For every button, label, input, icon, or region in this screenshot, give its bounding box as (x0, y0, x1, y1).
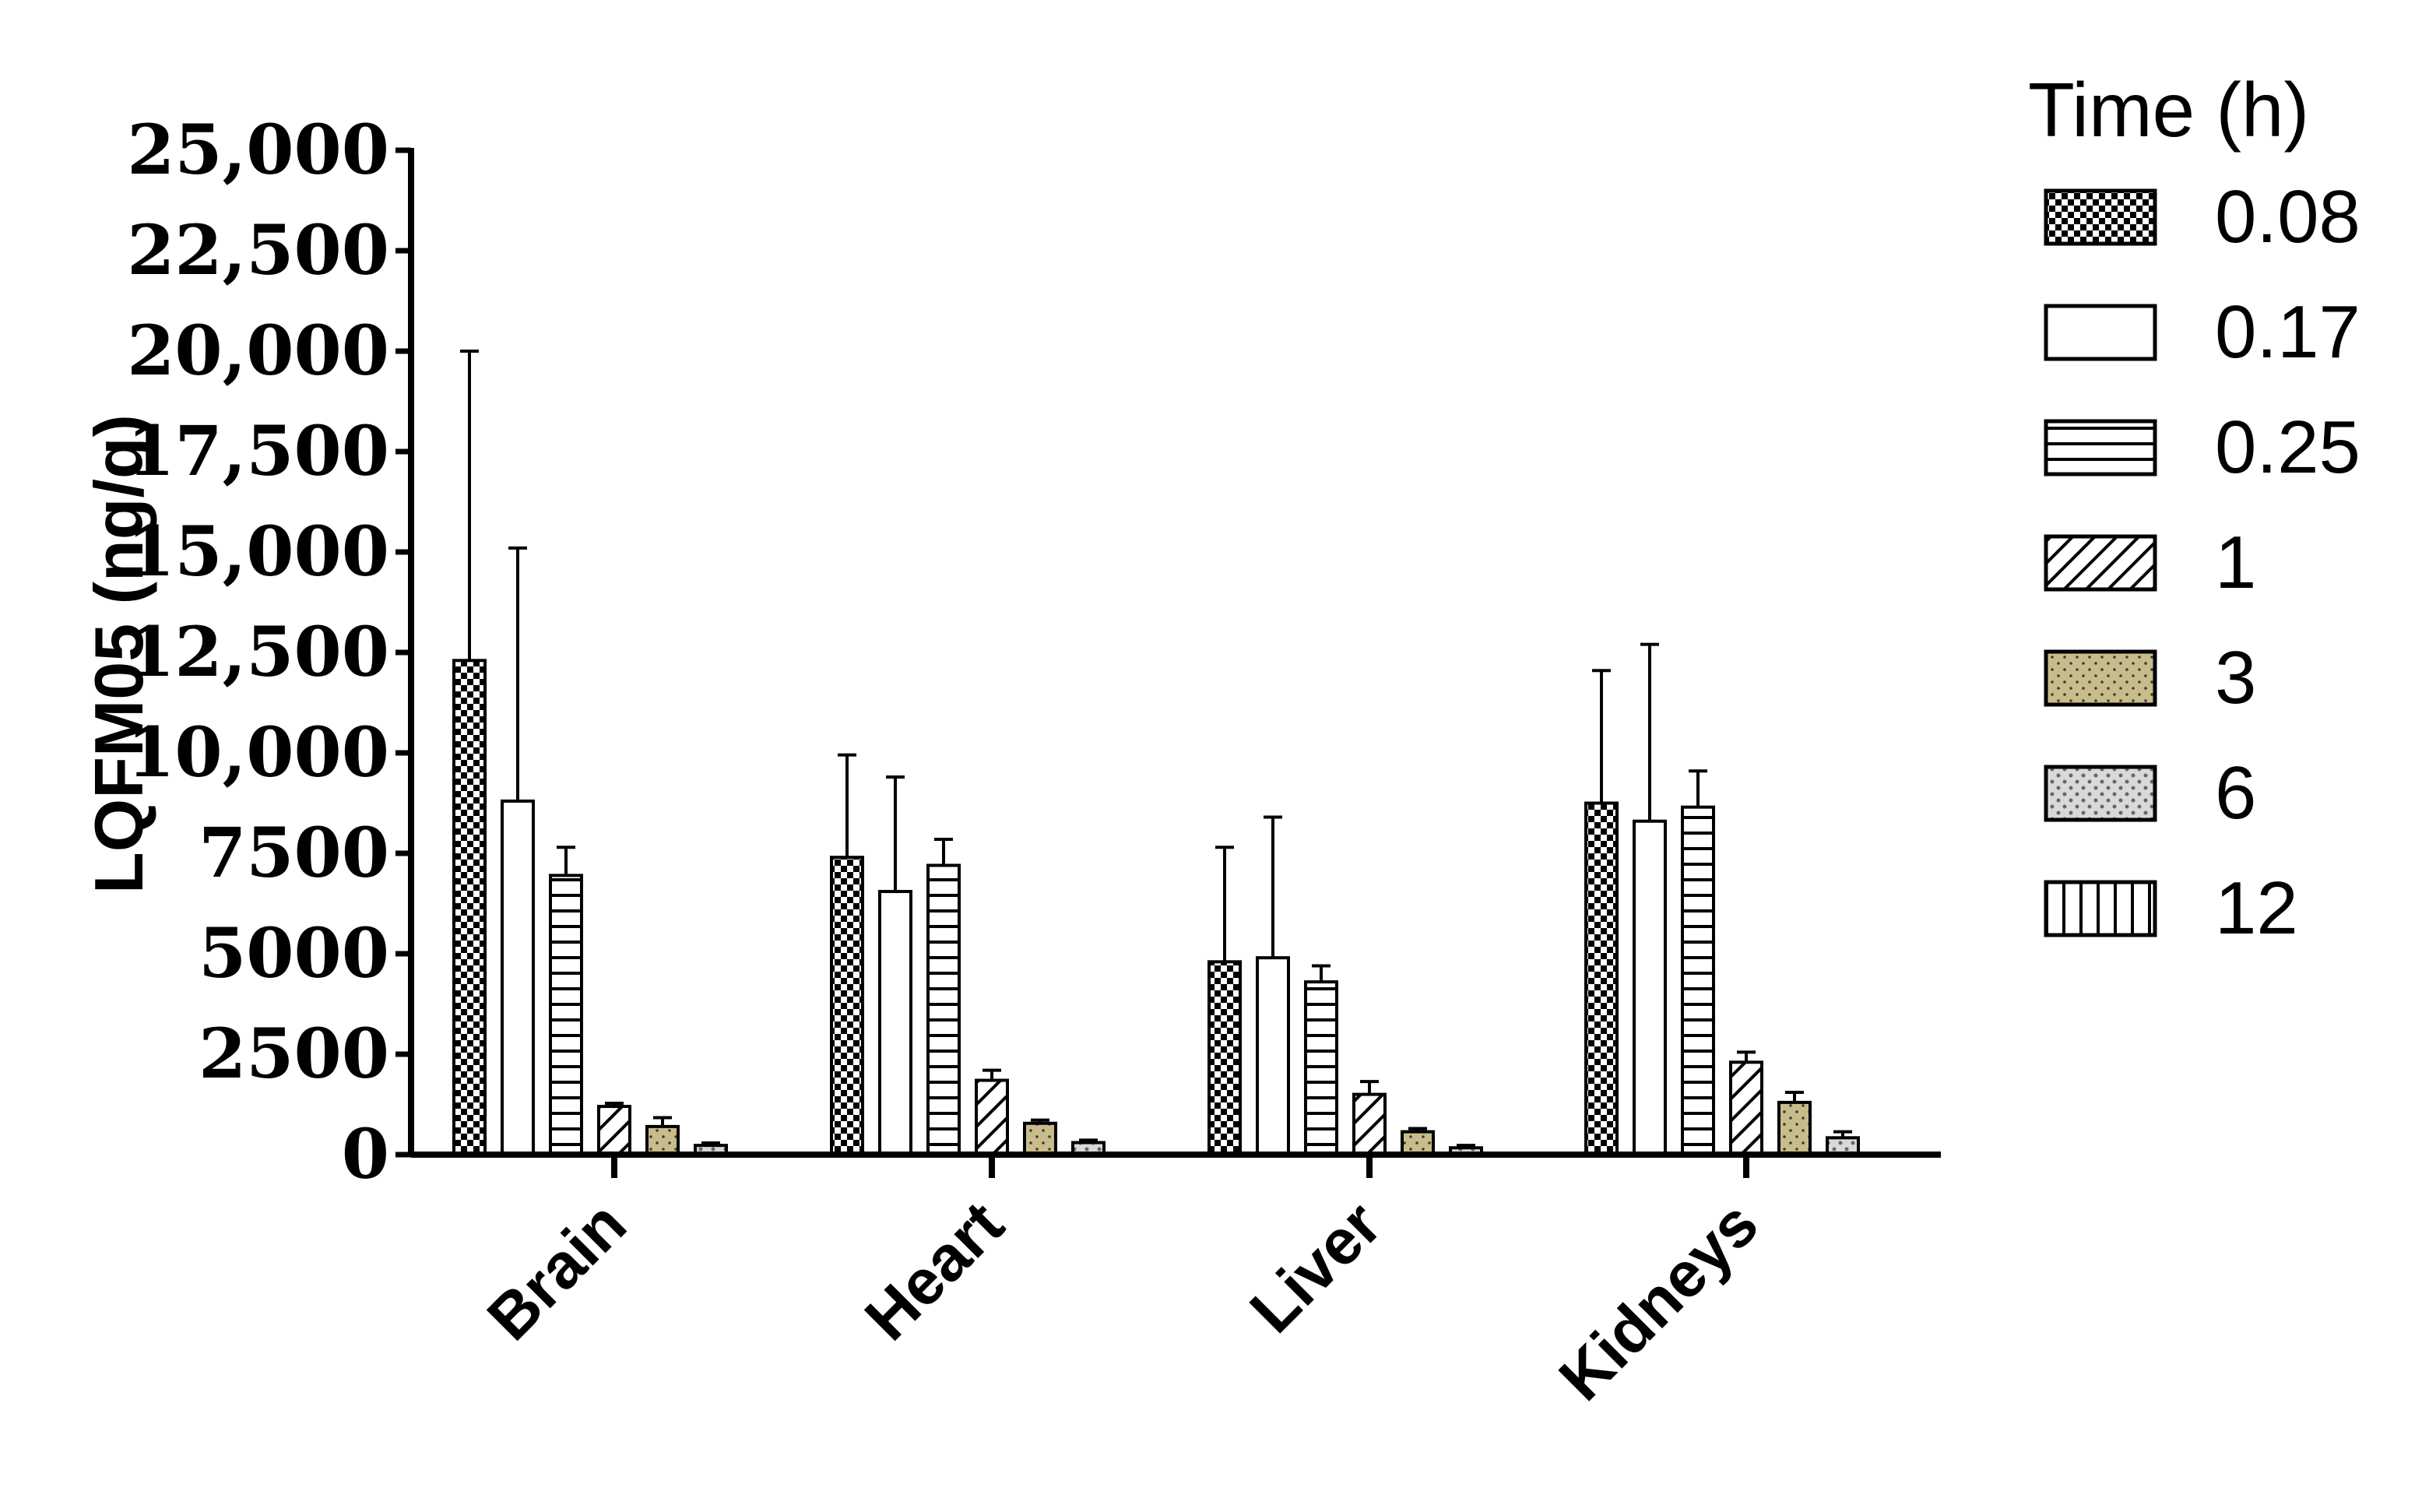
legend-swatch-6 (2044, 765, 2157, 822)
legend-swatch-12 (2044, 880, 2157, 937)
bar-heart-0_08 (830, 856, 864, 1157)
x-axis-category-labels: Brain Heart Liver Kidneys (474, 1188, 1772, 1414)
legend-label-0_08: 0.08 (2215, 175, 2360, 258)
y-tick-label: 5000 (199, 912, 389, 993)
y-tick-label: 12,500 (127, 611, 389, 692)
legend-label-6: 6 (2215, 751, 2256, 835)
bar-liver-0_25 (1304, 980, 1338, 1156)
bar-kidneys-3 (1777, 1100, 1812, 1157)
legend-label-12: 12 (2215, 867, 2298, 950)
bar-liver-3 (1401, 1130, 1435, 1157)
legend-swatch-3 (2044, 649, 2157, 707)
axes (408, 148, 1941, 1178)
y-axis-ticks: 0 2500 5000 7500 10,000 12,500 15,000 17,500 20,… (127, 109, 411, 1194)
bar-brain-1 (597, 1105, 631, 1156)
error-bar-layer (460, 350, 1852, 1148)
y-tick-label: 0 (342, 1113, 389, 1194)
legend-label-3: 3 (2215, 636, 2256, 719)
bar-kidneys-0_17 (1633, 819, 1667, 1156)
bar-heart-3 (1023, 1121, 1057, 1156)
y-axis-label: LQFM05 (ng/g) (80, 414, 157, 894)
legend-label-0_17: 0.17 (2215, 290, 2360, 374)
bar-brain-0_25 (549, 874, 583, 1156)
legend-title: Time (h) (2028, 67, 2309, 153)
legend-swatch-1 (2044, 534, 2157, 592)
y-tick-label: 15,000 (127, 511, 389, 592)
y-tick-label: 20,000 (127, 310, 389, 391)
y-tick-label: 22,500 (127, 209, 389, 290)
bar-liver-0_08 (1207, 960, 1242, 1156)
x-category-label-heart: Heart (852, 1188, 1018, 1354)
y-tick-label: 17,500 (127, 410, 389, 491)
x-category-label-brain: Brain (474, 1188, 640, 1354)
legend-swatch-0_17 (2044, 304, 2157, 361)
y-tick-label: 2500 (199, 1013, 389, 1094)
bar-heart-0_25 (926, 863, 961, 1156)
y-tick-label: 7500 (199, 812, 389, 893)
bar-group-layer (452, 659, 1860, 1157)
bar-kidneys-1 (1729, 1060, 1763, 1156)
legend-label-0_25: 0.25 (2215, 406, 2360, 489)
legend-swatch-0_25 (2044, 419, 2157, 476)
legend-label-1: 1 (2215, 521, 2256, 604)
legend-swatch-0_08 (2044, 188, 2157, 246)
x-category-label-kidneys: Kidneys (1546, 1188, 1772, 1414)
bar-liver-1 (1352, 1092, 1387, 1156)
bar-brain-0_17 (501, 799, 535, 1157)
y-tick-label: 25,000 (127, 109, 389, 190)
bar-brain-3 (645, 1124, 680, 1157)
bar-kidneys-0_08 (1584, 801, 1619, 1156)
y-tick-label: 10,000 (127, 712, 389, 793)
bar-brain-0_08 (452, 659, 487, 1156)
bar-heart-0_17 (878, 890, 912, 1157)
bar-liver-0_17 (1256, 956, 1290, 1157)
x-category-label-liver: Liver (1237, 1188, 1395, 1346)
bar-heart-1 (975, 1078, 1009, 1157)
bar-kidneys-0_25 (1681, 805, 1715, 1157)
legend: Time (h) 0.08 0.17 0.25 1 3 6 12 (2028, 67, 2360, 950)
